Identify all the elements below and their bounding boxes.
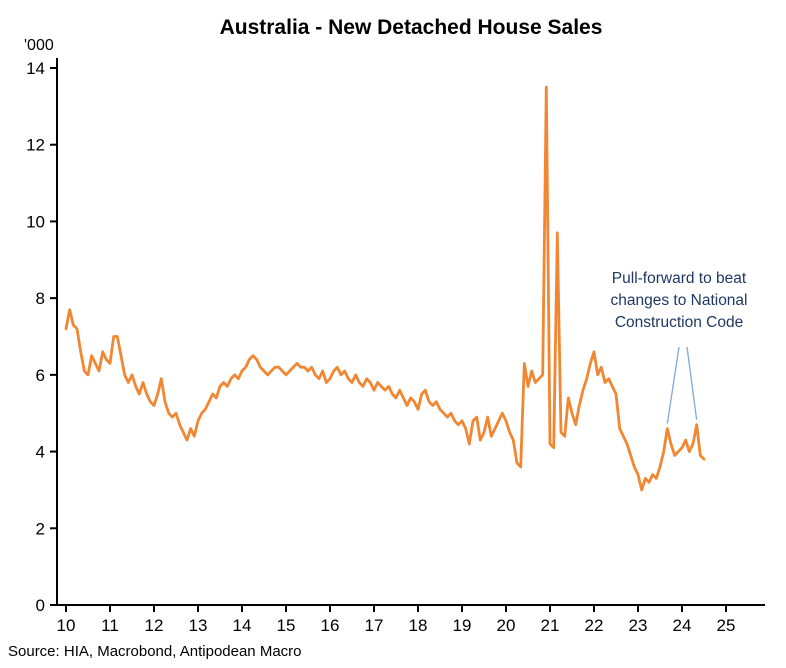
x-tick-label: 14 bbox=[233, 616, 252, 635]
y-tick-label: 10 bbox=[26, 212, 45, 231]
x-tick-label: 12 bbox=[145, 616, 164, 635]
y-tick-label: 12 bbox=[26, 136, 45, 155]
y-tick-label: 4 bbox=[36, 443, 45, 462]
x-tick-label: 19 bbox=[453, 616, 472, 635]
sales-line-series bbox=[64, 85, 706, 492]
y-tick-label: 14 bbox=[26, 59, 45, 78]
source-note: Source: HIA, Macrobond, Antipodean Macro bbox=[8, 643, 302, 660]
x-tick-label: 25 bbox=[717, 616, 736, 635]
chart-title: Australia - New Detached House Sales bbox=[219, 16, 603, 39]
y-tick-label: 2 bbox=[36, 519, 45, 538]
x-tick-label: 18 bbox=[409, 616, 428, 635]
x-tick-label: 23 bbox=[629, 616, 648, 635]
annotation-arrow bbox=[686, 346, 698, 420]
annotation-arrow bbox=[666, 346, 680, 424]
x-tick-label: 13 bbox=[189, 616, 208, 635]
y-tick-label: 8 bbox=[36, 289, 45, 308]
annotation-line-1: Pull-forward to beat bbox=[611, 270, 747, 287]
x-tick-label: 17 bbox=[365, 616, 384, 635]
x-tick-label: 20 bbox=[497, 616, 516, 635]
y-tick-label: 6 bbox=[36, 366, 45, 385]
x-tick-label: 11 bbox=[101, 616, 119, 635]
x-tick-label: 16 bbox=[321, 616, 340, 635]
x-tick-label: 10 bbox=[57, 616, 76, 635]
x-tick-label: 15 bbox=[277, 616, 296, 635]
annotation-line-2: changes to National bbox=[610, 292, 748, 309]
annotation-line-3: Construction Code bbox=[614, 314, 744, 331]
x-tick-label: 24 bbox=[673, 616, 692, 635]
y-tick-label: 0 bbox=[36, 596, 45, 615]
annotation-text: Pull-forward to beat changes to National… bbox=[576, 268, 782, 334]
y-axis-unit-label: '000 bbox=[24, 37, 54, 54]
x-tick-label: 21 bbox=[541, 616, 560, 635]
x-tick-label: 22 bbox=[585, 616, 604, 635]
